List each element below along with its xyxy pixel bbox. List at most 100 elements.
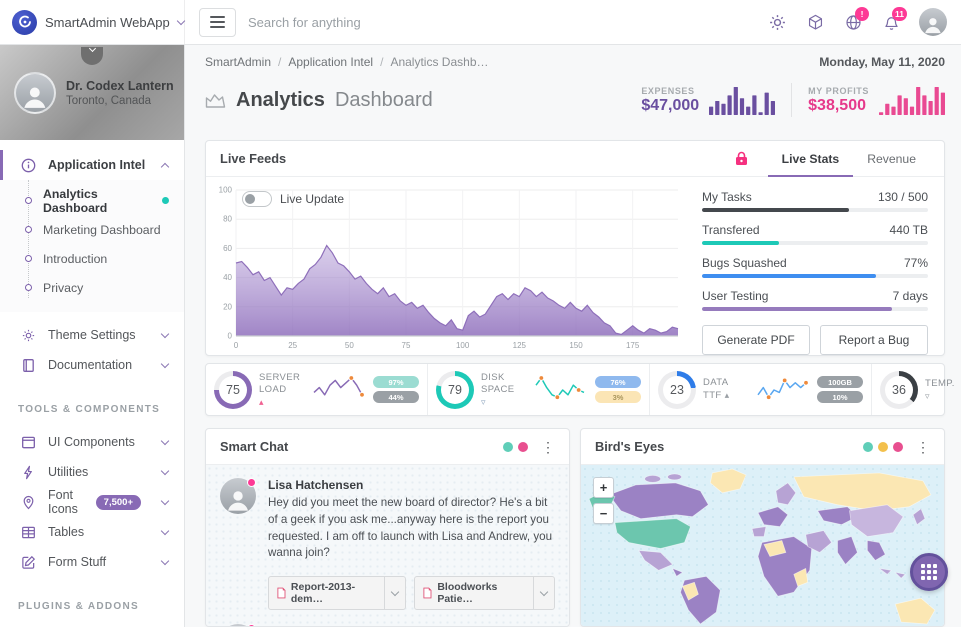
- chevron-down-icon: [176, 16, 186, 25]
- font-icons-count-badge: 7,500+: [95, 494, 141, 510]
- stat-bugs-squashed: Bugs Squashed 77%: [702, 256, 928, 278]
- bullet-icon: [25, 284, 32, 291]
- bullet-icon: [25, 226, 32, 233]
- profile-name: Dr. Codex Lantern: [66, 78, 174, 93]
- attachment-report[interactable]: Report-2013-dem…: [268, 576, 407, 611]
- sidebar-item-privacy[interactable]: Privacy: [0, 273, 184, 302]
- toggle-switch[interactable]: [242, 191, 272, 207]
- disk-space-sparkline: [535, 374, 585, 400]
- svg-text:175: 175: [626, 341, 640, 350]
- chevron-down-icon: [160, 359, 170, 368]
- badge: 97%: [373, 376, 419, 388]
- page-subtitle: Dashboard: [334, 88, 433, 111]
- profits-bar-chart: [879, 87, 945, 115]
- application-intel-submenu: Analytics Dashboard Marketing Dashboard …: [0, 180, 184, 312]
- svg-text:100: 100: [219, 186, 233, 195]
- app-launcher-button[interactable]: [910, 553, 948, 591]
- online-dot: [247, 478, 256, 487]
- status-dot-teal: [503, 441, 513, 452]
- sidebar-item-theme-settings[interactable]: Theme Settings: [0, 320, 184, 350]
- sidebar-item-introduction[interactable]: Introduction: [0, 244, 184, 273]
- svg-text:80: 80: [223, 215, 232, 224]
- info-circle-icon: [21, 158, 36, 172]
- badge: 44%: [373, 391, 419, 403]
- brand-title: SmartAdmin WebApp: [45, 14, 170, 30]
- sidebar-nav: Application Intel Analytics Dashboard Ma…: [0, 140, 184, 624]
- notification-badge: 11: [892, 7, 907, 21]
- profile-collapse-button[interactable]: [81, 44, 103, 65]
- server-load-sparkline: [313, 374, 365, 398]
- stat-tile-disk-space[interactable]: 79 DISK SPACE ▿ 76% 3%: [428, 364, 650, 415]
- sidebar-item-application-intel[interactable]: Application Intel: [0, 150, 184, 180]
- trend-down-icon: ▿: [925, 391, 930, 402]
- sidebar-item-ui-components[interactable]: UI Components: [0, 427, 184, 457]
- attachment-dropdown[interactable]: [384, 577, 405, 610]
- chevron-down-icon: [160, 436, 170, 445]
- app-logo-icon: [12, 9, 37, 35]
- chevron-down-icon: [160, 329, 170, 338]
- sender-name: Dr. Codex Lantern: [268, 624, 555, 626]
- chat-message: Lisa Hatchensen Hey did you meet the new…: [220, 478, 555, 562]
- map-zoom-in-button[interactable]: +: [593, 477, 614, 498]
- world-map-svg: [588, 468, 936, 625]
- online-dot: [247, 624, 256, 626]
- sidebar-item-analytics-dashboard[interactable]: Analytics Dashboard: [0, 186, 184, 215]
- live-update-toggle[interactable]: Live Update: [242, 191, 344, 207]
- panel-menu-button[interactable]: ⋮: [541, 438, 555, 455]
- svg-text:50: 50: [345, 341, 354, 350]
- panel-title: Bird's Eyes: [595, 439, 665, 454]
- breadcrumb-home[interactable]: SmartAdmin: [205, 55, 272, 69]
- tab-live-stats[interactable]: Live Stats: [767, 141, 854, 177]
- world-map[interactable]: + −: [581, 465, 944, 626]
- report-bug-button[interactable]: Report a Bug: [820, 325, 928, 355]
- attachment-dropdown[interactable]: [533, 577, 554, 610]
- stat-tile-data-ttf[interactable]: 23 DATA TTF ▴ 100GB 10%: [650, 364, 872, 415]
- profile-avatar: [14, 71, 56, 114]
- chevron-down-icon: [539, 587, 549, 596]
- profile-location: Toronto, Canada: [66, 94, 152, 107]
- user-avatar[interactable]: [919, 8, 947, 36]
- language-button[interactable]: !: [837, 6, 869, 38]
- bell-icon: [884, 16, 898, 30]
- stat-transfered: Transfered 440 TB: [702, 223, 928, 245]
- stat-tile-server-load[interactable]: 75 SERVER LOAD ▴ 97% 44%: [206, 364, 428, 415]
- map-zoom-out-button[interactable]: −: [593, 503, 614, 524]
- sidebar-item-form-stuff[interactable]: Form Stuff: [0, 547, 184, 577]
- map-pin-icon: [23, 495, 34, 509]
- notifications-button[interactable]: 11: [875, 6, 907, 38]
- section-header-tools: TOOLS & COMPONENTS: [18, 404, 161, 415]
- tab-revenue[interactable]: Revenue: [867, 151, 916, 166]
- live-stats-column: My Tasks 130 / 500 Transfered 440 TB Bugs …: [696, 177, 944, 356]
- settings-button[interactable]: [761, 6, 793, 38]
- sidebar-item-utilities[interactable]: Utilities: [0, 457, 184, 487]
- sidebar-item-tables[interactable]: Tables: [0, 517, 184, 547]
- area-chart-icon: [205, 93, 226, 108]
- live-feed-chart-zone: 0 20 40 60 80 100 0 25 50 75 100 125 150 175 Live Upd…: [206, 177, 696, 356]
- attachment-bloodworks[interactable]: Bloodworks Patie…: [414, 576, 555, 611]
- table-icon: [22, 526, 35, 538]
- apps-button[interactable]: [799, 6, 831, 38]
- brand[interactable]: SmartAdmin WebApp: [0, 0, 186, 44]
- menu-toggle-button[interactable]: [199, 7, 236, 37]
- sidebar: Dr. Codex Lantern Toronto, Canada Applic…: [0, 44, 185, 627]
- search-input[interactable]: [248, 14, 749, 30]
- svg-text:125: 125: [513, 341, 527, 350]
- sidebar-item-marketing-dashboard[interactable]: Marketing Dashboard: [0, 215, 184, 244]
- profile-card[interactable]: Dr. Codex Lantern Toronto, Canada: [0, 44, 184, 140]
- badge: 76%: [595, 376, 641, 388]
- user-testing-progress: [702, 307, 928, 311]
- birds-eyes-panel: Bird's Eyes ⋮ + −: [580, 428, 945, 627]
- panel-menu-button[interactable]: ⋮: [916, 438, 930, 455]
- svg-text:150: 150: [569, 341, 583, 350]
- chevron-down-icon: [160, 526, 170, 535]
- chevron-down-icon: [160, 496, 170, 505]
- breadcrumb-section[interactable]: Application Intel: [288, 55, 374, 69]
- book-icon: [23, 358, 34, 372]
- stat-tile-temp[interactable]: 36 TEMP. ▿ 124 40F: [872, 364, 961, 415]
- sidebar-item-font-icons[interactable]: Font Icons 7,500+: [0, 487, 184, 517]
- generate-pdf-button[interactable]: Generate PDF: [702, 325, 810, 355]
- sidebar-item-documentation[interactable]: Documentation: [0, 350, 184, 380]
- chevron-down-icon: [160, 466, 170, 475]
- server-load-donut: 75: [214, 370, 252, 409]
- pencil-square-icon: [22, 555, 36, 569]
